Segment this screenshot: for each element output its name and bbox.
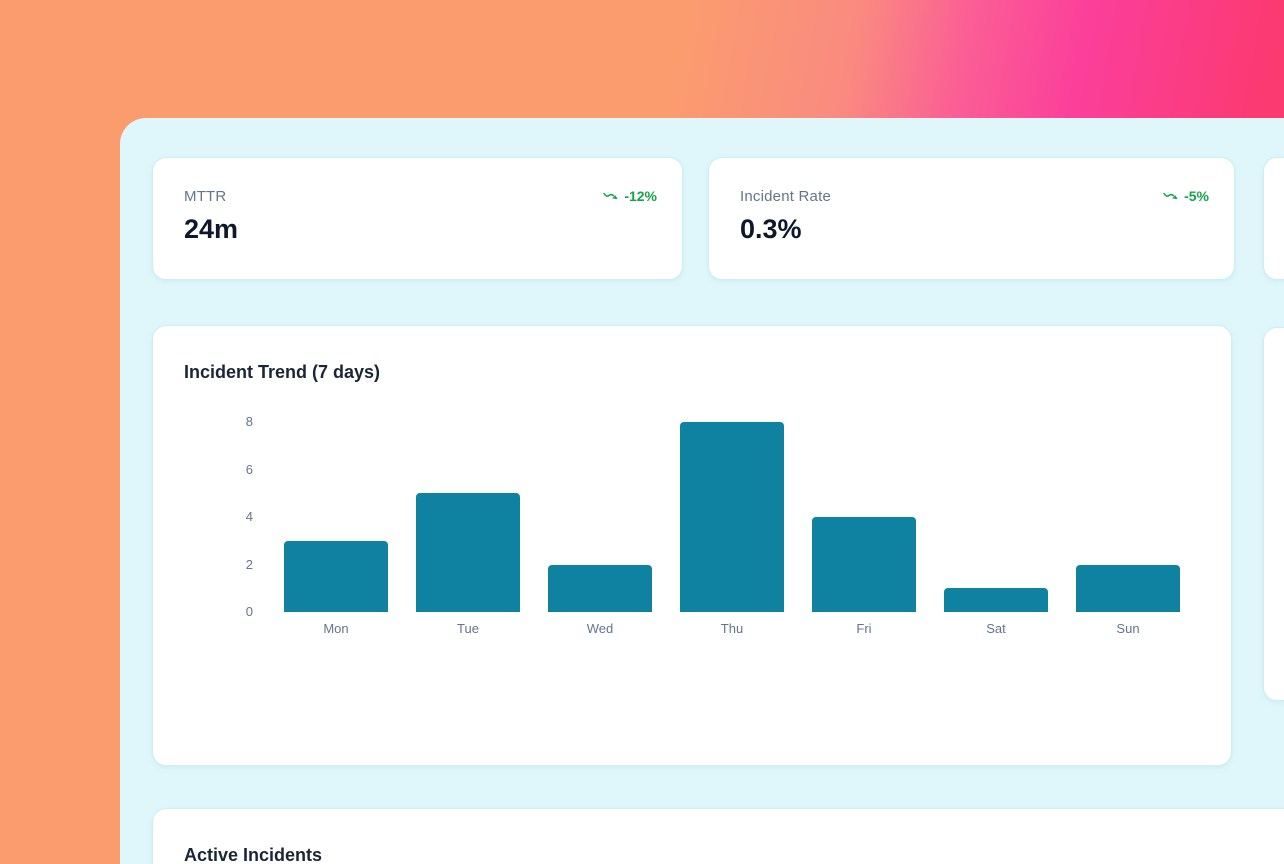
kpi-value: 24m — [184, 214, 239, 244]
x-axis-label-sat: Sat — [986, 621, 1006, 636]
bar-tue — [416, 493, 520, 612]
chart-title: Incident Trend (7 days) — [184, 362, 381, 382]
kpi-value: 0.3% — [740, 214, 802, 244]
bar-mon — [284, 540, 388, 612]
trending-down-icon — [603, 191, 619, 202]
kpi-card-clipped — [1263, 157, 1284, 280]
trending-down-icon — [1163, 191, 1179, 202]
bar-thu — [680, 422, 784, 612]
dashboard-panel: MTTR 24m -12% Incident Rate 0.3% — [120, 118, 1284, 864]
bar-fri — [812, 517, 916, 612]
kpi-card-incident-rate: Incident Rate 0.3% -5% — [708, 157, 1235, 280]
x-axis-label-wed: Wed — [586, 621, 614, 636]
x-axis-label-sun: Sun — [1116, 621, 1140, 636]
bar-chart: 0 2 4 6 8 Mon Tue Wed Thu Fri Sat Sun — [153, 326, 1231, 765]
trend-badge: -5% — [1163, 188, 1209, 204]
y-axis-tick-label: 6 — [245, 461, 253, 477]
kpi-card-mttr: MTTR 24m -12% — [152, 157, 683, 280]
y-axis-tick-label: 2 — [245, 556, 253, 572]
trend-value: -12% — [624, 188, 657, 204]
x-axis-label-mon: Mon — [323, 621, 349, 636]
kpi-label: Incident Rate — [740, 188, 831, 205]
incident-trend-card: Incident Trend (7 days) 0 2 4 6 8 Mon Tue Wed Th… — [152, 325, 1232, 766]
trend-badge: -12% — [603, 188, 657, 204]
active-incidents-card: Active Incidents — [152, 808, 1284, 864]
bar-sat — [944, 588, 1048, 612]
bar-sun — [1076, 564, 1180, 612]
kpi-label: MTTR — [184, 188, 227, 205]
bar-wed — [548, 564, 652, 612]
x-axis-label-thu: Thu — [720, 621, 744, 636]
y-axis-tick-label: 8 — [245, 414, 253, 429]
x-axis-label-fri: Fri — [856, 621, 872, 636]
x-axis-label-tue: Tue — [457, 621, 479, 636]
y-axis-tick-label: 0 — [245, 604, 253, 619]
y-axis-tick-label: 4 — [245, 509, 253, 524]
side-card-clipped — [1263, 327, 1284, 701]
active-incidents-title: Active Incidents — [184, 845, 323, 864]
trend-value: -5% — [1184, 188, 1209, 204]
